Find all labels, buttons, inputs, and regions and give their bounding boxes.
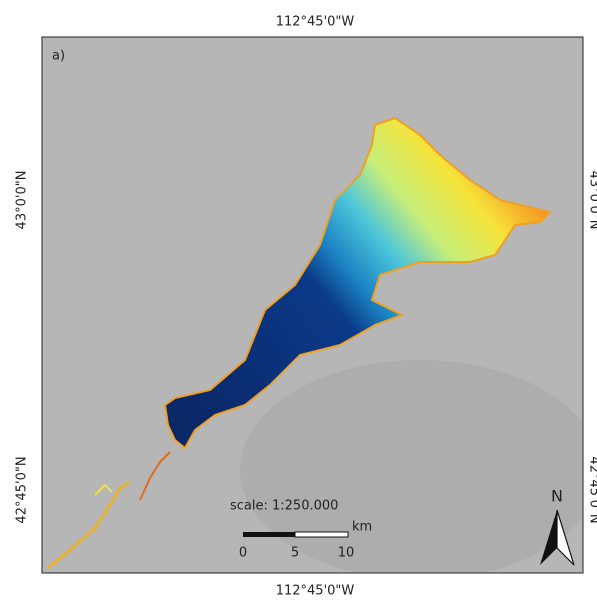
longitude-label: 112°45'0"W [276, 15, 355, 30]
north-arrow: N [540, 487, 575, 566]
latitude-label: 43°0'0"N [15, 171, 30, 230]
terrain-shade [240, 360, 583, 573]
longitude-label: 112°45'0"W [276, 584, 355, 599]
map-content [47, 116, 583, 573]
arrow-half [540, 510, 557, 565]
map-frame [41, 36, 584, 574]
arrow-half [556, 509, 575, 566]
latitude-label: 43°0'0"N [587, 171, 597, 230]
panel-label: a) [52, 49, 65, 64]
shore-streak [47, 480, 131, 570]
lake [163, 116, 552, 450]
scale-title: scale: 1:250.000 [230, 499, 338, 514]
north-label: N [551, 487, 563, 506]
shore-streak [139, 451, 171, 501]
latitude-label: 42°45'0"N [587, 456, 597, 523]
scale-segment [243, 532, 295, 537]
scale-tick: 0 [239, 546, 247, 561]
scale-bar: scale: 1:250.000 km 0 5 10 [230, 499, 372, 561]
scale-tick: 10 [338, 546, 355, 561]
scale-tick: 5 [291, 546, 299, 561]
shore-streak [94, 483, 113, 496]
scale-unit: km [352, 520, 372, 535]
latitude-label: 42°45'0"N [15, 456, 30, 523]
scale-segment [294, 531, 349, 538]
